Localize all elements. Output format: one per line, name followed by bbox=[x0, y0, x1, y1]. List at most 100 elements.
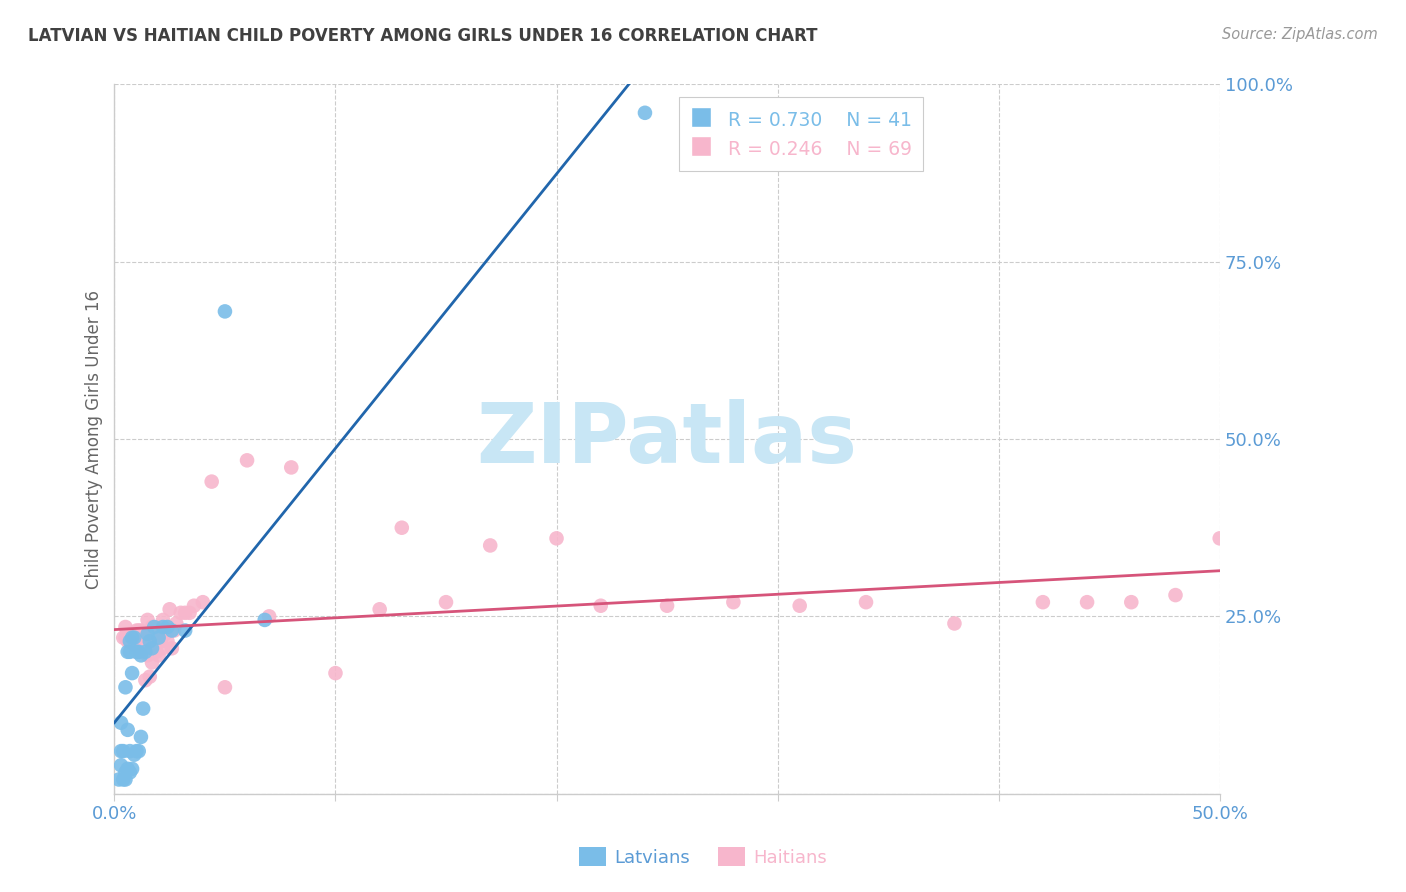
Point bbox=[159, 602, 181, 616]
Point bbox=[139, 634, 162, 648]
Point bbox=[129, 624, 152, 638]
Text: ZIPatlas: ZIPatlas bbox=[477, 399, 858, 480]
Legend: R = 0.730    N = 41, R = 0.246    N = 69: R = 0.730 N = 41, R = 0.246 N = 69 bbox=[679, 97, 922, 170]
Point bbox=[1121, 595, 1143, 609]
Point bbox=[145, 645, 167, 659]
Point bbox=[163, 624, 186, 638]
Point bbox=[112, 772, 135, 787]
Point bbox=[117, 634, 139, 648]
Text: Source: ZipAtlas.com: Source: ZipAtlas.com bbox=[1222, 27, 1378, 42]
Point bbox=[121, 627, 143, 641]
Point bbox=[155, 627, 177, 641]
Point bbox=[1164, 588, 1187, 602]
Point bbox=[136, 648, 159, 663]
Point bbox=[114, 631, 136, 645]
Point bbox=[148, 620, 170, 634]
Point bbox=[117, 645, 139, 659]
Point bbox=[132, 627, 155, 641]
Legend: Latvians, Haitians: Latvians, Haitians bbox=[571, 840, 835, 874]
Point bbox=[479, 538, 502, 552]
Point bbox=[108, 772, 131, 787]
Point bbox=[723, 595, 745, 609]
Point bbox=[1209, 532, 1232, 546]
Point bbox=[128, 624, 150, 638]
Point bbox=[139, 638, 162, 652]
Point bbox=[141, 641, 163, 656]
Point bbox=[129, 634, 152, 648]
Point bbox=[1032, 595, 1054, 609]
Point bbox=[152, 620, 174, 634]
Point bbox=[149, 624, 172, 638]
Point bbox=[124, 638, 146, 652]
Point bbox=[125, 744, 148, 758]
Point bbox=[160, 641, 183, 656]
Point bbox=[118, 634, 141, 648]
Point bbox=[589, 599, 612, 613]
Point bbox=[434, 595, 457, 609]
Point bbox=[152, 613, 174, 627]
Point bbox=[112, 631, 135, 645]
Point bbox=[118, 634, 141, 648]
Point bbox=[634, 105, 657, 120]
Point bbox=[114, 772, 136, 787]
Point bbox=[132, 701, 155, 715]
Point bbox=[546, 532, 568, 546]
Point bbox=[110, 744, 132, 758]
Point bbox=[136, 613, 159, 627]
Point bbox=[170, 606, 193, 620]
Point bbox=[165, 616, 187, 631]
Point bbox=[134, 631, 156, 645]
Point bbox=[114, 620, 136, 634]
Point bbox=[368, 602, 391, 616]
Point bbox=[132, 634, 155, 648]
Point bbox=[136, 634, 159, 648]
Point bbox=[160, 624, 183, 638]
Point bbox=[125, 634, 148, 648]
Point bbox=[280, 460, 302, 475]
Point bbox=[136, 627, 159, 641]
Point bbox=[183, 599, 205, 613]
Point bbox=[125, 624, 148, 638]
Point bbox=[134, 673, 156, 688]
Point bbox=[118, 744, 141, 758]
Point bbox=[129, 645, 152, 659]
Point bbox=[789, 599, 811, 613]
Point bbox=[110, 758, 132, 772]
Point bbox=[124, 747, 146, 762]
Point bbox=[143, 634, 166, 648]
Point bbox=[148, 648, 170, 663]
Point bbox=[141, 656, 163, 670]
Point bbox=[149, 634, 172, 648]
Point bbox=[141, 620, 163, 634]
Point bbox=[214, 304, 236, 318]
Point bbox=[117, 762, 139, 776]
Point bbox=[148, 631, 170, 645]
Text: LATVIAN VS HAITIAN CHILD POVERTY AMONG GIRLS UNDER 16 CORRELATION CHART: LATVIAN VS HAITIAN CHILD POVERTY AMONG G… bbox=[28, 27, 818, 45]
Point bbox=[134, 645, 156, 659]
Point bbox=[143, 620, 166, 634]
Point bbox=[156, 620, 179, 634]
Point bbox=[655, 599, 678, 613]
Point bbox=[118, 765, 141, 780]
Point bbox=[114, 681, 136, 695]
Point bbox=[943, 616, 966, 631]
Point bbox=[152, 641, 174, 656]
Point bbox=[391, 521, 413, 535]
Point bbox=[156, 634, 179, 648]
Point bbox=[129, 730, 152, 744]
Y-axis label: Child Poverty Among Girls Under 16: Child Poverty Among Girls Under 16 bbox=[86, 290, 103, 589]
Point bbox=[124, 631, 146, 645]
Point bbox=[114, 765, 136, 780]
Point bbox=[121, 631, 143, 645]
Point bbox=[1076, 595, 1098, 609]
Point bbox=[179, 606, 201, 620]
Point bbox=[253, 613, 276, 627]
Point bbox=[191, 595, 214, 609]
Point bbox=[214, 681, 236, 695]
Point bbox=[201, 475, 224, 489]
Point bbox=[125, 645, 148, 659]
Point bbox=[118, 627, 141, 641]
Point bbox=[128, 631, 150, 645]
Point bbox=[128, 744, 150, 758]
Point bbox=[855, 595, 877, 609]
